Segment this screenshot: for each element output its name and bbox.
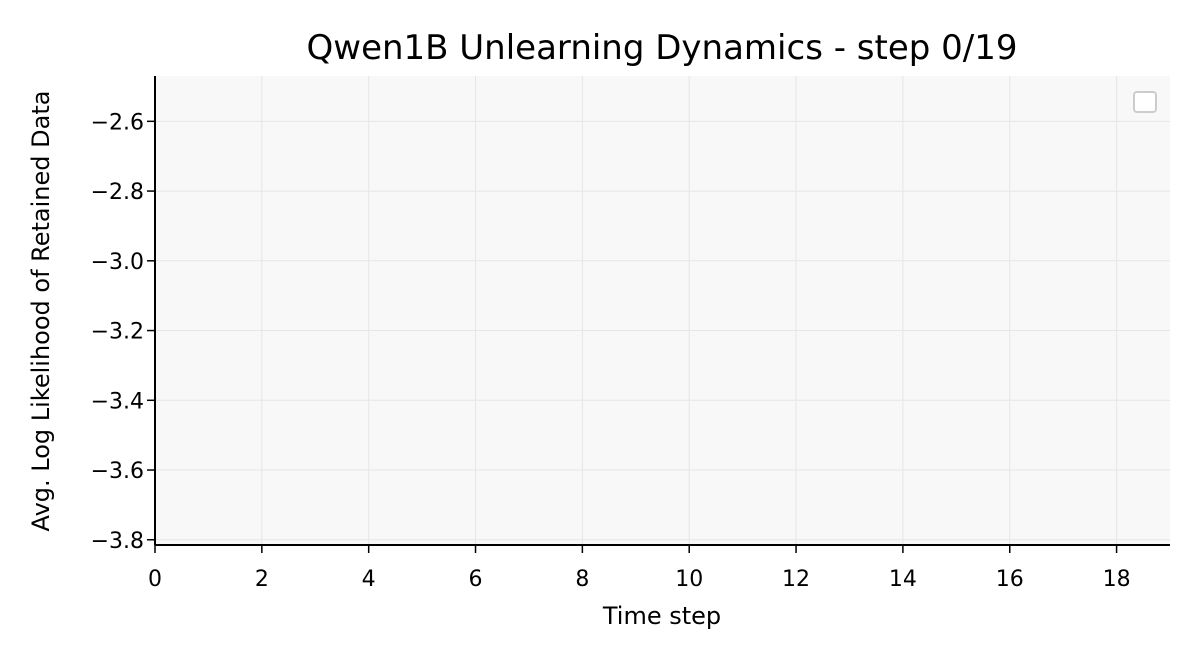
y-tick-label: −3.0 — [91, 250, 144, 275]
x-tick-label: 0 — [148, 567, 162, 592]
x-tick-label: 14 — [889, 567, 917, 592]
y-tick-label: −3.4 — [91, 389, 144, 414]
y-tick-label: −2.8 — [91, 180, 144, 205]
x-axis-label: Time step — [602, 602, 721, 630]
x-tick-label: 6 — [469, 567, 483, 592]
x-tick-label: 16 — [996, 567, 1024, 592]
x-tick-label: 18 — [1103, 567, 1131, 592]
x-tick-label: 12 — [782, 567, 810, 592]
legend-box — [1133, 91, 1157, 113]
x-tick-label: 10 — [675, 567, 703, 592]
x-tick-label: 8 — [575, 567, 589, 592]
x-tick-label: 4 — [362, 567, 376, 592]
ticks: 0 2 4 6 8 10 12 14 16 18 −2.6 −2.8 −3.0 −3.2 −3.4 −3.6 −… — [91, 110, 1131, 592]
y-axis-label: Avg. Log Likelihood of Retained Data — [27, 91, 55, 532]
y-tick-label: −2.6 — [91, 110, 144, 135]
x-tick-label: 2 — [255, 567, 269, 592]
axes — [154, 76, 1170, 546]
y-tick-label: −3.6 — [91, 459, 144, 484]
y-tick-label: −3.8 — [91, 529, 144, 554]
grid — [154, 76, 1170, 545]
y-tick-label: −3.2 — [91, 320, 144, 345]
chart-title: Qwen1B Unlearning Dynamics - step 0/19 — [307, 28, 1018, 68]
plot-area — [155, 76, 1170, 545]
